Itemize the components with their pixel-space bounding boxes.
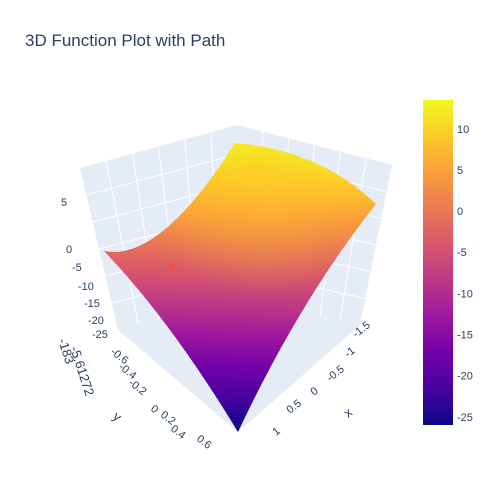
z-tick-label: 0	[66, 244, 72, 256]
colorbar-ticks: 10 5 0 -5 -10 -15 -20 -25	[457, 124, 473, 424]
colorbar	[423, 100, 453, 425]
z-tick-label: -5	[72, 262, 82, 274]
x-tick-label: 1	[270, 425, 282, 438]
x-tick-label: 0	[308, 385, 320, 398]
truncated-labels: -183 -5.61272	[55, 336, 97, 397]
surface-highlight	[104, 143, 376, 432]
y-axis-title: y	[110, 409, 125, 425]
x-tick-label: -0.5	[324, 363, 346, 384]
chart-title: 3D Function Plot with Path	[25, 31, 225, 50]
z-tick-label: -20	[88, 315, 104, 327]
x-tick-label: 0.5	[284, 397, 303, 416]
z-tick-label: 5	[61, 197, 67, 209]
truncated-label: -5.61272	[67, 344, 97, 397]
z-axis: 5 0 -5 -10 -15 -20 -25	[61, 197, 108, 341]
x-axis-title: x	[341, 404, 356, 420]
colorbar-tick-label: 10	[457, 124, 469, 136]
y-tick-label: 0.6	[194, 433, 213, 452]
z-tick-label: -15	[84, 298, 100, 310]
colorbar-tick-label: 0	[457, 206, 463, 218]
colorbar-tick-label: -25	[457, 412, 473, 424]
colorbar-tick-label: -20	[457, 371, 473, 383]
z-tick-label: -10	[78, 281, 94, 293]
y-tick-label: 0	[148, 403, 160, 416]
grid-line	[339, 158, 367, 321]
z-tick-label: -25	[92, 329, 108, 341]
x-tick-label: -1	[342, 345, 357, 360]
colorbar-tick-label: -10	[457, 288, 473, 300]
colorbar-tick-label: -15	[457, 329, 473, 341]
colorbar-tick-label: 5	[457, 165, 463, 177]
colorbar-tick-label: -5	[457, 247, 467, 259]
path-marker[interactable]	[169, 264, 175, 270]
